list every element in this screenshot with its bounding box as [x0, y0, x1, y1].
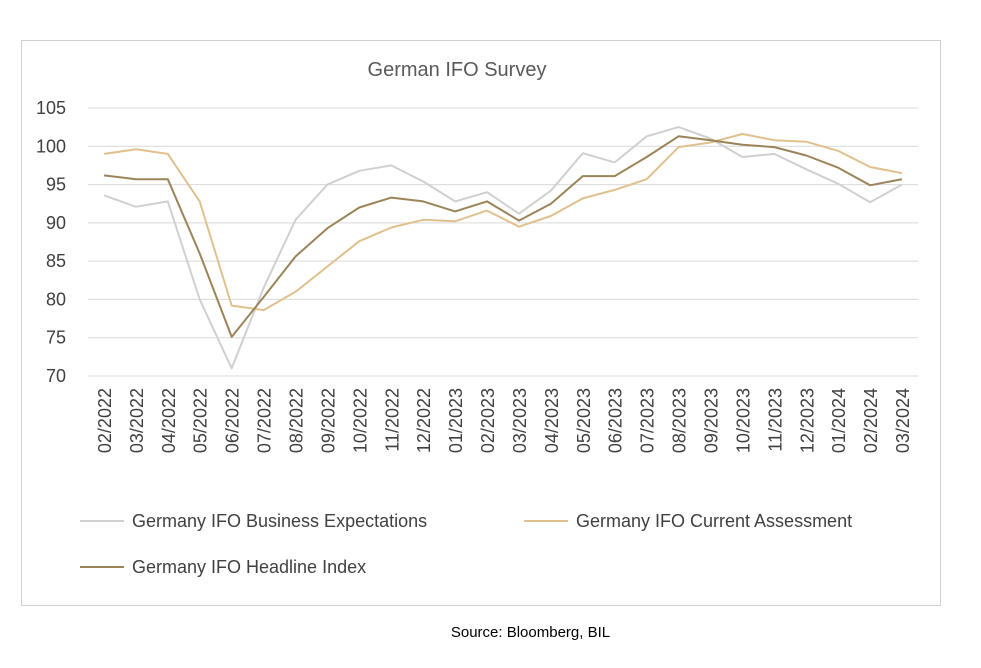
chart-title: German IFO Survey — [368, 59, 547, 81]
x-tick-label: 08/2022 — [287, 388, 307, 453]
x-tick-label: 09/2022 — [318, 388, 338, 453]
x-tick-label: 06/2023 — [606, 388, 626, 453]
x-tick-label: 01/2023 — [446, 388, 466, 453]
legend-label: Germany IFO Business Expectations — [132, 511, 427, 531]
y-tick-label: 90 — [46, 213, 66, 233]
x-tick-label: 12/2022 — [414, 388, 434, 453]
x-tick-label: 05/2022 — [191, 388, 211, 453]
x-tick-label: 07/2022 — [255, 388, 275, 453]
y-tick-label: 75 — [46, 328, 66, 348]
series-line-0 — [103, 126, 903, 370]
y-tick-label: 100 — [36, 136, 66, 156]
x-tick-label: 02/2022 — [95, 388, 115, 453]
source-note: Source: Bloomberg, BIL — [450, 624, 611, 641]
x-tick-label: 03/2022 — [127, 388, 147, 453]
legend-label: Germany IFO Headline Index — [132, 557, 366, 577]
x-tick-label: 10/2022 — [350, 388, 370, 453]
y-tick-label: 95 — [46, 175, 66, 195]
x-tick-label: 03/2023 — [510, 388, 530, 453]
x-tick-label: 11/2022 — [382, 388, 402, 452]
series-line-1 — [103, 133, 903, 312]
y-tick-label: 70 — [46, 366, 66, 386]
x-tick-label: 05/2023 — [574, 388, 594, 453]
x-tick-label: 03/2024 — [893, 388, 913, 453]
x-tick-label: 08/2023 — [670, 388, 690, 453]
x-tick-label: 09/2023 — [702, 388, 722, 453]
x-tick-label: 10/2023 — [733, 388, 753, 453]
series-line-2 — [103, 135, 903, 338]
x-tick-label: 02/2024 — [861, 388, 881, 453]
x-tick-label: 04/2023 — [542, 388, 562, 453]
x-tick-label: 06/2022 — [223, 388, 243, 453]
x-tick-label: 01/2024 — [829, 388, 849, 453]
y-tick-label: 85 — [46, 251, 66, 271]
x-tick-label: 02/2023 — [478, 388, 498, 453]
chart-frame — [21, 40, 941, 606]
y-tick-label: 105 — [36, 98, 66, 118]
y-tick-label: 80 — [46, 289, 66, 309]
x-tick-label: 04/2022 — [159, 388, 179, 453]
x-tick-label: 12/2023 — [797, 388, 817, 453]
legend-label: Germany IFO Current Assessment — [576, 511, 852, 531]
x-tick-label: 11/2023 — [765, 388, 785, 452]
x-tick-label: 07/2023 — [638, 388, 658, 453]
